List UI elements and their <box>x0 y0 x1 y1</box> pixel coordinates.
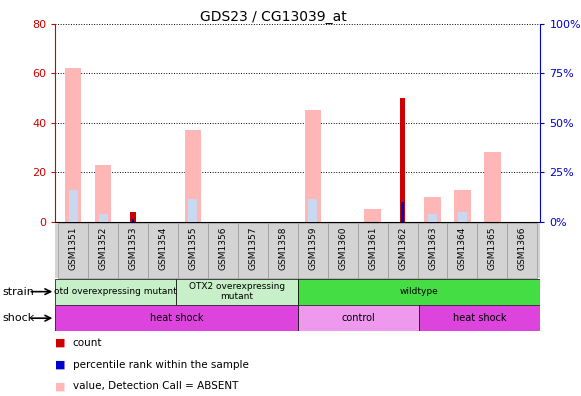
Text: strain: strain <box>3 287 35 297</box>
Bar <box>178 223 208 278</box>
Bar <box>148 223 178 278</box>
Bar <box>238 223 268 278</box>
Bar <box>208 223 238 278</box>
Bar <box>328 223 358 278</box>
Bar <box>298 305 419 331</box>
Bar <box>55 279 177 305</box>
Text: control: control <box>342 313 375 323</box>
Bar <box>388 223 418 278</box>
Text: GSM1359: GSM1359 <box>309 227 317 270</box>
Text: GDS23 / CG13039_at: GDS23 / CG13039_at <box>200 10 346 24</box>
Text: GSM1365: GSM1365 <box>488 227 497 270</box>
Bar <box>458 212 467 222</box>
Text: GSM1360: GSM1360 <box>338 227 347 270</box>
Bar <box>304 110 321 222</box>
Text: GSM1356: GSM1356 <box>218 227 227 270</box>
Text: ■: ■ <box>55 338 66 348</box>
Text: value, Detection Call = ABSENT: value, Detection Call = ABSENT <box>73 381 238 392</box>
Text: GSM1355: GSM1355 <box>188 227 198 270</box>
Text: ■: ■ <box>55 360 66 370</box>
Text: OTX2 overexpressing
mutant: OTX2 overexpressing mutant <box>189 282 285 301</box>
Text: otd overexpressing mutant: otd overexpressing mutant <box>55 287 177 296</box>
Bar <box>447 223 478 278</box>
Bar <box>309 200 317 222</box>
Text: GSM1362: GSM1362 <box>398 227 407 270</box>
Bar <box>132 219 134 222</box>
Text: GSM1352: GSM1352 <box>99 227 107 270</box>
Bar <box>478 223 507 278</box>
Bar <box>177 279 298 305</box>
Text: heat shock: heat shock <box>150 313 203 323</box>
Text: GSM1366: GSM1366 <box>518 227 527 270</box>
Bar <box>418 223 447 278</box>
Text: GSM1354: GSM1354 <box>159 227 167 270</box>
Text: GSM1363: GSM1363 <box>428 227 437 270</box>
Text: GSM1351: GSM1351 <box>69 227 78 270</box>
Bar <box>400 98 406 222</box>
Bar <box>268 223 298 278</box>
Bar <box>428 214 437 222</box>
Text: percentile rank within the sample: percentile rank within the sample <box>73 360 249 370</box>
Bar <box>298 279 540 305</box>
Text: GSM1364: GSM1364 <box>458 227 467 270</box>
Bar <box>188 200 198 222</box>
Bar <box>99 214 107 222</box>
Bar <box>454 190 471 222</box>
Bar <box>55 305 298 331</box>
Bar <box>484 152 501 222</box>
Bar <box>69 190 78 222</box>
Bar <box>424 197 441 222</box>
Bar <box>185 130 201 222</box>
Text: ■: ■ <box>55 381 66 392</box>
Bar <box>401 202 404 222</box>
Text: GSM1357: GSM1357 <box>248 227 257 270</box>
Bar <box>88 223 118 278</box>
Bar <box>364 209 381 222</box>
Text: wildtype: wildtype <box>400 287 439 296</box>
Text: GSM1353: GSM1353 <box>128 227 138 270</box>
Bar <box>130 212 136 222</box>
Bar <box>65 68 81 222</box>
Bar <box>358 223 388 278</box>
Bar <box>507 223 537 278</box>
Text: shock: shock <box>3 313 35 323</box>
Bar <box>58 223 88 278</box>
Bar <box>298 223 328 278</box>
Text: heat shock: heat shock <box>453 313 507 323</box>
Bar <box>95 165 112 222</box>
Text: GSM1361: GSM1361 <box>368 227 377 270</box>
Bar <box>419 305 540 331</box>
Text: GSM1358: GSM1358 <box>278 227 287 270</box>
Text: count: count <box>73 338 102 348</box>
Bar <box>118 223 148 278</box>
